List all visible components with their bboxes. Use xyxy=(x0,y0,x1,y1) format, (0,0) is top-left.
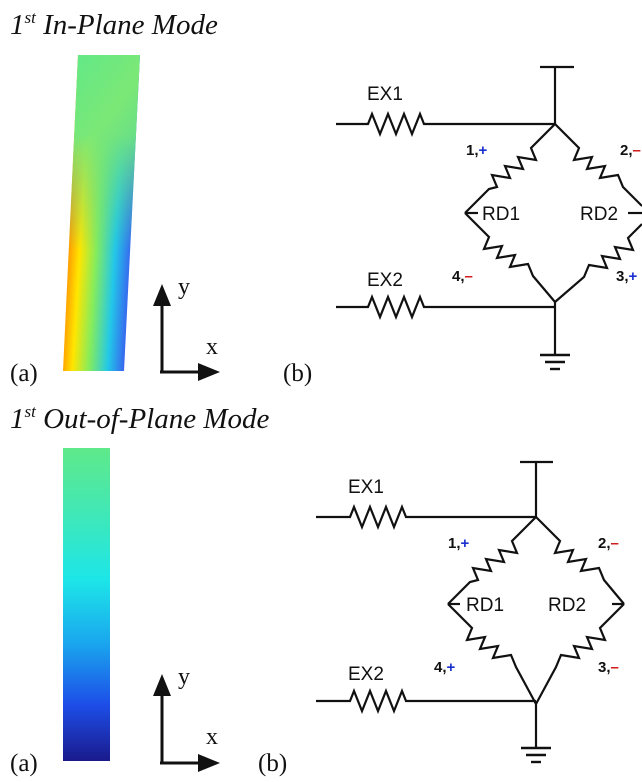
bottom-panel-title: 1st Out-of-Plane Mode xyxy=(10,402,269,436)
axes-icon-bottom xyxy=(153,674,220,772)
y-axis-label: y xyxy=(178,664,190,690)
panel-label-b: (b) xyxy=(258,750,288,777)
top-panel-title: 1st In-Plane Mode xyxy=(10,8,218,42)
bridge-circuit-bottom xyxy=(316,460,625,764)
x-axis-label: x xyxy=(206,724,218,750)
rd1-label: RD1 xyxy=(466,595,504,616)
svg-text:2,–: 2,– xyxy=(598,535,619,552)
r4-number: 4, xyxy=(452,268,465,285)
panel-label-a: (a) xyxy=(10,360,38,387)
r3-number: 3, xyxy=(616,268,629,285)
x-axis-label: x xyxy=(206,334,218,360)
svg-text:4,+: 4,+ xyxy=(434,659,456,676)
panel-label-b: (b) xyxy=(283,360,313,387)
r2-sign: – xyxy=(611,535,619,552)
r2-sign: – xyxy=(633,142,641,159)
axes-icon-top xyxy=(153,284,220,381)
ex2-label: EX2 xyxy=(348,664,384,685)
title-text: In-Plane Mode xyxy=(35,9,218,41)
bridge-labels-bottom: EX1 EX2 RD1 RD2 xyxy=(348,477,586,685)
r2-number: 2, xyxy=(620,142,633,159)
r4-sign: + xyxy=(447,659,456,676)
ex1-label: EX1 xyxy=(348,477,384,498)
rd1-label: RD1 xyxy=(482,204,520,225)
title-superscript: st xyxy=(24,8,36,27)
svg-text:1,+: 1,+ xyxy=(466,142,488,159)
r4-number: 4, xyxy=(434,659,447,676)
r1-number: 1, xyxy=(448,535,461,552)
beam-out-of-plane xyxy=(63,448,110,761)
svg-text:4,–: 4,– xyxy=(452,268,473,285)
svg-text:1,+: 1,+ xyxy=(448,535,470,552)
beam-in-plane xyxy=(63,55,140,371)
r3-sign: – xyxy=(611,659,619,676)
title-text: Out-of-Plane Mode xyxy=(35,403,270,435)
r1-sign: + xyxy=(461,535,470,552)
r3-number: 3, xyxy=(598,659,611,676)
resistor-markers-top: 1,+ 2,– 3,+ 4,– xyxy=(452,142,641,285)
bridge-circuit-top xyxy=(336,65,642,371)
r3-sign: + xyxy=(629,268,638,285)
rd2-label: RD2 xyxy=(548,595,586,616)
resistor-markers-bottom: 1,+ 2,– 3,– 4,+ xyxy=(434,535,619,676)
r4-sign: – xyxy=(465,268,473,285)
title-ordinal: 1 xyxy=(10,9,25,41)
panel-label-a: (a) xyxy=(10,750,38,777)
r1-sign: + xyxy=(479,142,488,159)
svg-text:2,–: 2,– xyxy=(620,142,641,159)
title-superscript: st xyxy=(24,402,36,421)
bridge-labels-top: EX1 EX2 RD1 RD2 xyxy=(367,84,618,291)
r2-number: 2, xyxy=(598,535,611,552)
ex1-label: EX1 xyxy=(367,84,403,105)
y-axis-label: y xyxy=(178,274,190,300)
svg-text:3,+: 3,+ xyxy=(616,268,638,285)
title-ordinal: 1 xyxy=(10,403,25,435)
r1-number: 1, xyxy=(466,142,479,159)
svg-text:3,–: 3,– xyxy=(598,659,619,676)
rd2-label: RD2 xyxy=(580,204,618,225)
ex2-label: EX2 xyxy=(367,270,403,291)
